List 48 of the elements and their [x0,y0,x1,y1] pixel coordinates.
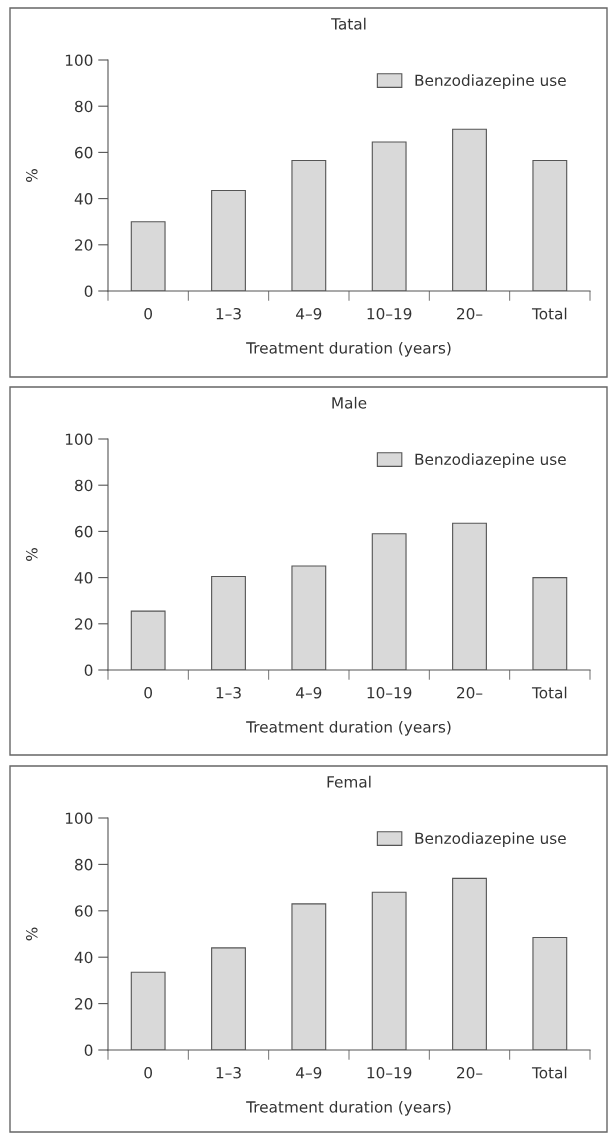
x-tick-label: 20– [457,1066,483,1079]
x-tick-label: 20– [457,307,483,320]
y-tick-label: 60 [75,905,93,917]
x-tick-label: 1–3 [216,686,241,699]
chart-title: Male [332,396,367,409]
x-tick-label: 4–9 [296,1066,322,1079]
y-tick-label: 100 [65,812,93,825]
chart-title: Femal [327,775,371,788]
legend-label: Benzodiazepine use [415,74,566,89]
x-tick-label: Total [531,1066,567,1079]
y-tick-label: 0 [84,1044,93,1057]
y-tick-label: 80 [75,858,93,871]
y-tick-label: 40 [74,572,93,584]
y-tick-label: 80 [75,479,93,492]
x-tick-label: 0 [144,1066,153,1079]
y-axis-title: % [26,548,38,561]
chart-title: Tatal [331,17,366,30]
x-axis-title: Treatment duration (years) [246,1100,451,1116]
y-tick-label: 0 [84,664,93,677]
x-axis-title: Treatment duration (years) [246,720,451,736]
y-tick-label: 60 [75,525,93,538]
y-tick-label: 20 [75,618,93,630]
y-tick-label: 20 [75,998,93,1010]
y-tick-label: 60 [75,146,93,159]
y-tick-label: 80 [75,100,93,113]
y-tick-label: 40 [74,951,93,964]
x-tick-label: 1–3 [216,1066,241,1079]
legend-label: Benzodiazepine use [415,453,566,468]
legend-label: Benzodiazepine use [415,832,566,847]
y-axis-title: % [26,927,38,941]
y-tick-label: 100 [65,433,93,446]
y-axis-title: % [26,169,38,182]
x-tick-label: 20– [457,686,483,699]
x-tick-label: Total [531,307,567,320]
x-axis-title: Treatment duration (years) [246,341,451,357]
x-tick-label: 4–9 [296,307,322,320]
x-tick-label: 1–3 [216,307,241,320]
x-tick-label: Total [531,686,567,699]
y-tick-label: 100 [65,54,93,67]
y-tick-label: 40 [74,193,93,205]
y-tick-label: 20 [75,239,93,251]
x-tick-label: 4–9 [296,686,322,699]
y-tick-label: 0 [84,285,93,298]
x-tick-label: 10–19 [367,1066,412,1079]
x-tick-label: 10–19 [367,686,412,699]
x-tick-label: 0 [144,686,153,699]
x-tick-label: 10–19 [367,307,412,320]
x-tick-label: 0 [144,307,153,320]
